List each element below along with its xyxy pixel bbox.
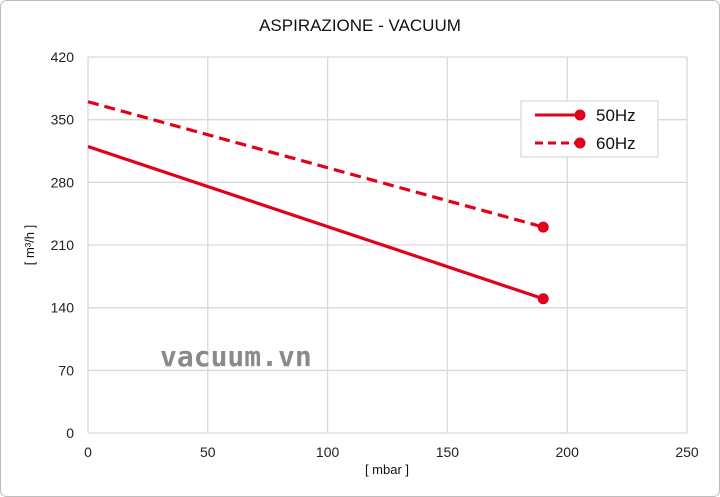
legend: 50Hz 60Hz bbox=[520, 100, 659, 158]
series-60hz-end-marker bbox=[537, 221, 549, 233]
y-axis-label: [ m³/h ] bbox=[22, 225, 37, 265]
series-group bbox=[87, 100, 549, 305]
y-tick-label: 350 bbox=[51, 112, 75, 128]
y-tick-label: 210 bbox=[51, 237, 75, 253]
series-50hz-end-marker bbox=[537, 293, 549, 305]
series-50hz-line bbox=[87, 145, 544, 301]
legend-box bbox=[520, 100, 659, 158]
y-tick-label: 70 bbox=[58, 362, 74, 378]
y-axis-ticks: 0 70 140 210 280 350 420 bbox=[51, 49, 75, 441]
y-tick-label: 280 bbox=[51, 174, 75, 190]
x-tick-label: 200 bbox=[556, 444, 580, 460]
y-tick-label: 0 bbox=[66, 425, 74, 441]
y-tick-label: 420 bbox=[51, 49, 75, 65]
series-60hz-line bbox=[87, 100, 544, 229]
x-tick-label: 100 bbox=[316, 444, 340, 460]
legend-50hz-label: 50Hz bbox=[596, 106, 636, 125]
x-tick-label: 150 bbox=[436, 444, 460, 460]
x-axis-ticks: 0 50 100 150 200 250 bbox=[84, 444, 699, 460]
x-axis-label: [ mbar ] bbox=[365, 462, 409, 477]
x-tick-label: 0 bbox=[84, 444, 92, 460]
x-tick-label: 50 bbox=[200, 444, 216, 460]
x-tick-label: 250 bbox=[675, 444, 699, 460]
legend-60hz-marker bbox=[574, 137, 586, 149]
watermark: vacuum.vn bbox=[160, 340, 312, 373]
y-tick-label: 140 bbox=[51, 300, 75, 316]
legend-50hz-marker bbox=[574, 109, 586, 121]
legend-60hz-label: 60Hz bbox=[596, 134, 636, 153]
chart-title: ASPIRAZIONE - VACUUM bbox=[259, 16, 461, 35]
